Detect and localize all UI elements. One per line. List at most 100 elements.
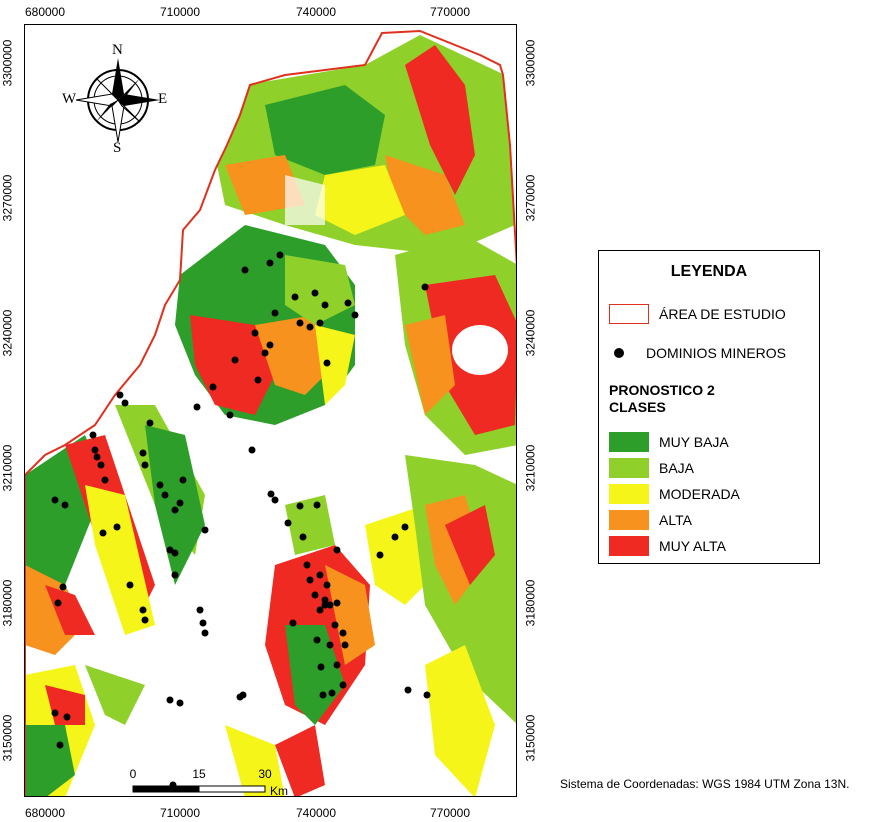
- mine-point: [296, 319, 304, 327]
- mine-point: [311, 289, 319, 297]
- mine-point: [306, 323, 314, 331]
- coordinate-system-note: Sistema de Coordenadas: WGS 1984 UTM Zon…: [560, 777, 850, 791]
- left-tick-label: 3270000: [0, 174, 14, 222]
- mine-point: [344, 299, 352, 307]
- mine-point: [331, 621, 339, 629]
- study-area-boundary: [25, 29, 516, 796]
- left-tick-label: 3240000: [0, 309, 14, 357]
- mine-dot-swatch: [614, 348, 624, 358]
- mine-point: [89, 431, 97, 439]
- mine-point: [271, 309, 279, 317]
- mine-point: [423, 691, 431, 699]
- scale-label: 30: [258, 767, 272, 781]
- mine-point: [266, 341, 274, 349]
- mine-point: [171, 571, 179, 579]
- mine-point: [231, 356, 239, 364]
- mine-point: [113, 523, 121, 531]
- mine-point: [201, 526, 209, 534]
- mine-point: [193, 403, 201, 411]
- mine-point: [171, 549, 179, 557]
- legend: LEYENDA ÁREA DE ESTUDIO DOMINIOS MINEROS…: [598, 250, 820, 564]
- mine-point: [116, 391, 124, 399]
- scale-bar: 0 15 30 Km: [125, 764, 325, 804]
- legend-class-baja: BAJA: [609, 458, 694, 478]
- class-swatch: [609, 484, 649, 504]
- study-area-swatch: [609, 304, 649, 324]
- legend-label: ALTA: [659, 512, 692, 528]
- mine-point: [179, 476, 187, 484]
- mine-point: [56, 741, 64, 749]
- mine-point: [321, 301, 329, 309]
- mine-point: [267, 490, 275, 498]
- mine-point: [91, 446, 99, 454]
- bottom-tick-label: 740000: [295, 806, 337, 820]
- top-tick-label: 740000: [295, 5, 337, 19]
- mine-point: [333, 546, 341, 554]
- mine-point: [51, 496, 59, 504]
- class-swatch: [609, 432, 649, 452]
- legend-label: BAJA: [659, 460, 695, 476]
- mine-point: [319, 691, 327, 699]
- mine-point: [303, 561, 311, 569]
- right-tick-label: 3270000: [522, 174, 537, 222]
- mine-point: [284, 519, 292, 527]
- scale-label: 15: [192, 767, 206, 781]
- mine-point: [97, 461, 105, 469]
- class-swatch: [609, 458, 649, 478]
- scale-unit: Km: [270, 784, 288, 798]
- left-tick-label: 3180000: [0, 579, 14, 627]
- legend-class-muy-baja: MUY BAJA: [609, 432, 729, 452]
- mine-point: [126, 581, 134, 589]
- mine-point: [271, 496, 279, 504]
- forecast-title-line: PRONOSTICO 2: [609, 382, 715, 398]
- mine-point: [313, 501, 321, 509]
- mine-point: [321, 601, 329, 609]
- mining-domain-points: [51, 251, 431, 789]
- mine-point: [401, 523, 409, 531]
- mine-point: [63, 713, 71, 721]
- legend-mines: DOMINIOS MINEROS: [599, 345, 786, 361]
- mine-point: [316, 319, 324, 327]
- mine-point: [226, 411, 234, 419]
- legend-label: ÁREA DE ESTUDIO: [659, 306, 786, 322]
- class-swatch: [609, 510, 649, 530]
- mine-point: [326, 641, 334, 649]
- mine-point: [156, 481, 164, 489]
- bottom-tick-label: 770000: [429, 806, 471, 820]
- mine-point: [61, 501, 69, 509]
- mine-point: [306, 576, 314, 584]
- mine-point: [209, 383, 217, 391]
- mine-point: [276, 251, 284, 259]
- mine-point: [176, 699, 184, 707]
- mine-point: [251, 329, 259, 337]
- legend-label: DOMINIOS MINEROS: [646, 345, 787, 361]
- mine-point: [59, 583, 67, 591]
- bottom-tick-label: 710000: [159, 806, 201, 820]
- legend-title: LEYENDA: [670, 263, 748, 280]
- mine-point: [161, 491, 169, 499]
- mine-point: [351, 311, 359, 319]
- compass-south-label: S: [113, 140, 122, 156]
- legend-class-moderada: MODERADA: [609, 484, 740, 504]
- mine-point: [316, 571, 324, 579]
- mine-point: [421, 283, 429, 291]
- mine-point: [317, 663, 325, 671]
- mine-point: [201, 629, 209, 637]
- top-tick-label: 710000: [159, 5, 201, 19]
- class-swatch: [609, 536, 649, 556]
- scale-label: 0: [129, 767, 137, 781]
- mine-point: [199, 619, 207, 627]
- compass-north-label: N: [112, 42, 123, 58]
- mine-point: [101, 476, 109, 484]
- mine-point: [166, 696, 174, 704]
- forecast-title-line: CLASES: [609, 399, 666, 415]
- susceptibility-map: [25, 29, 516, 796]
- legend-study-area: ÁREA DE ESTUDIO: [609, 304, 786, 324]
- mine-point: [139, 606, 147, 614]
- mine-point: [316, 606, 324, 614]
- mine-point: [323, 581, 331, 589]
- legend-label: MODERADA: [659, 486, 740, 502]
- mine-point: [146, 419, 154, 427]
- mine-point: [176, 499, 184, 507]
- mine-point: [248, 446, 256, 454]
